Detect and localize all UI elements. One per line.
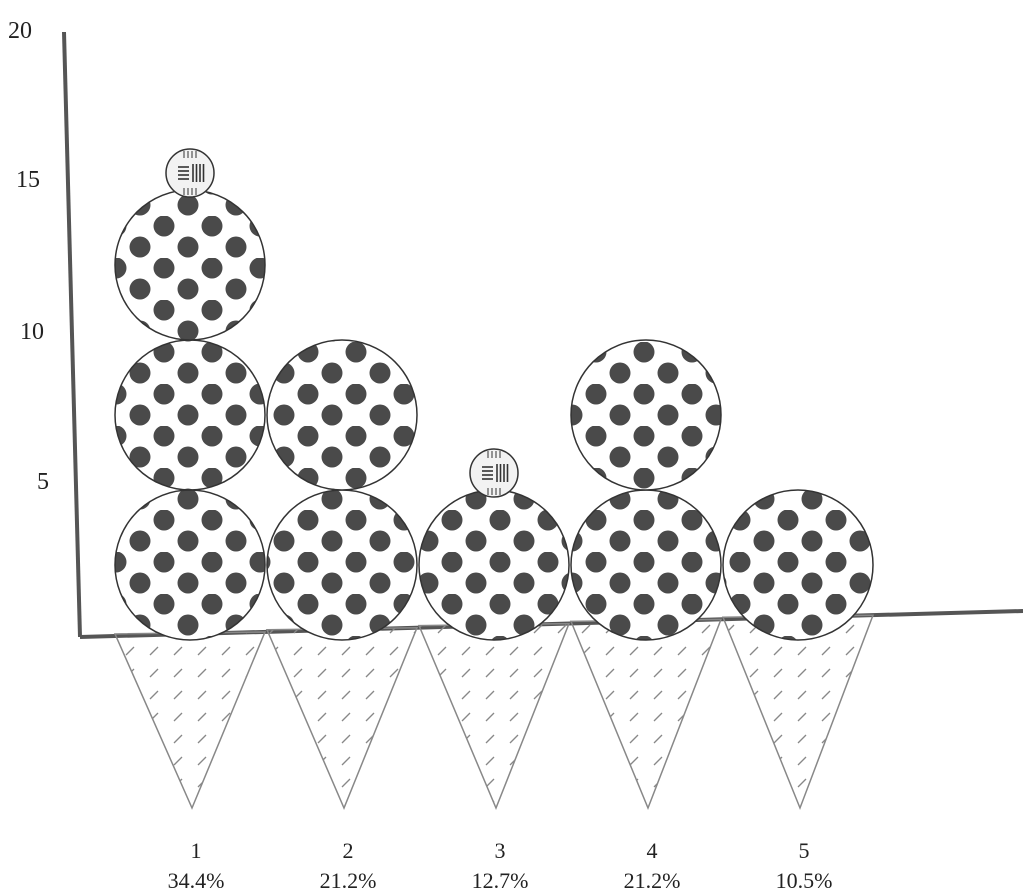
scoop-2-2 <box>266 339 418 491</box>
percent-label-3: 12.7% <box>472 868 529 893</box>
topping-3 <box>469 448 519 498</box>
category-label-3: 3 <box>495 838 506 863</box>
category-labels: 1 34.4% 2 21.2% 3 12.7% 4 21.2% 5 10.5% <box>168 838 833 893</box>
scoop-1-2 <box>114 339 266 491</box>
percent-label-5: 10.5% <box>776 868 833 893</box>
cone-1 <box>113 631 267 810</box>
percent-label-2: 21.2% <box>320 868 377 893</box>
category-label-4: 4 <box>647 838 658 863</box>
scoop-5-1 <box>722 489 874 641</box>
percent-label-4: 21.2% <box>624 868 681 893</box>
scoop-1-1 <box>114 489 266 641</box>
cones <box>113 614 875 811</box>
scoop-2-1 <box>266 489 418 641</box>
scoops <box>114 189 874 641</box>
scoop-3-1 <box>418 489 570 641</box>
y-tick-label-5: 5 <box>37 469 49 495</box>
y-tick-label-15: 15 <box>16 167 40 193</box>
cone-4 <box>569 618 723 811</box>
percent-label-1: 34.4% <box>168 868 225 893</box>
y-tick-label-20: 20 <box>8 18 32 44</box>
category-label-2: 2 <box>343 838 354 863</box>
scoop-4-2 <box>570 339 722 491</box>
cone-5 <box>721 614 875 811</box>
category-label-1: 1 <box>191 838 202 863</box>
scoop-1-3 <box>114 189 266 341</box>
y-tick-labels: 20 15 10 5 <box>8 18 49 495</box>
category-label-5: 5 <box>799 838 810 863</box>
toppings <box>165 148 519 498</box>
y-tick-label-10: 10 <box>20 319 44 345</box>
cone-2 <box>265 627 419 810</box>
scoop-4-1 <box>570 489 722 641</box>
y-axis <box>62 31 82 638</box>
cone-3 <box>417 622 571 810</box>
topping-1 <box>165 148 215 198</box>
